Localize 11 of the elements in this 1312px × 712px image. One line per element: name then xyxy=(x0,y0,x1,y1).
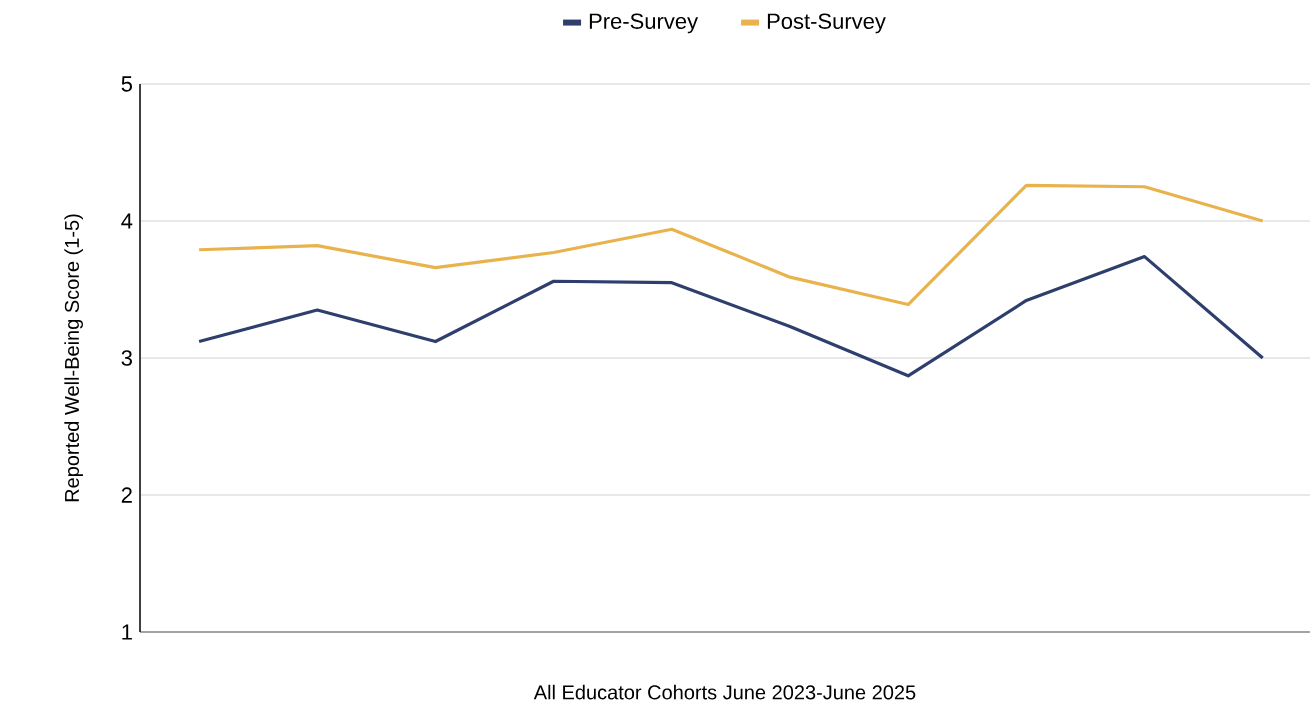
y-tick-label: 2 xyxy=(121,487,132,503)
x-axis-title: All Educator Cohorts June 2023-June 2025 xyxy=(533,684,916,700)
y-tick-label: 1 xyxy=(122,624,132,640)
legend-label: Pre-Survey xyxy=(589,13,699,34)
line-series xyxy=(197,255,1265,378)
legend-label: Post-Survey xyxy=(767,13,886,34)
y-tick-label: 4 xyxy=(121,213,133,229)
y-tick-label: 5 xyxy=(121,76,132,92)
y-tick-label: 3 xyxy=(121,350,132,366)
line-series xyxy=(197,183,1265,307)
y-axis-title: Reported Well-Being Score (1-5) xyxy=(64,214,83,502)
